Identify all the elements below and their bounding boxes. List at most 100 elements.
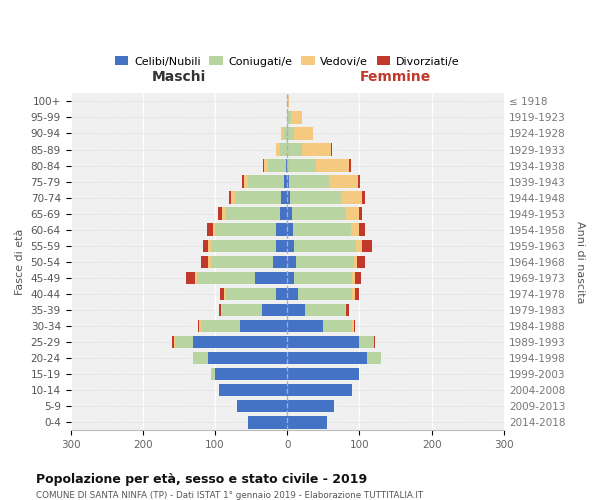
- Bar: [287, 127, 295, 140]
- Bar: [351, 224, 359, 236]
- Bar: [235, 192, 281, 204]
- Bar: [287, 288, 298, 300]
- Y-axis label: Anni di nascita: Anni di nascita: [575, 220, 585, 303]
- Bar: [277, 224, 287, 236]
- Bar: [293, 224, 351, 236]
- Bar: [199, 320, 200, 332]
- Bar: [362, 240, 373, 252]
- Text: Popolazione per età, sesso e stato civile - 2019: Popolazione per età, sesso e stato civil…: [36, 472, 367, 486]
- Bar: [353, 256, 358, 268]
- Bar: [197, 320, 199, 332]
- Bar: [287, 304, 305, 316]
- Bar: [277, 240, 287, 252]
- Bar: [346, 208, 359, 220]
- Bar: [287, 240, 295, 252]
- Bar: [287, 272, 295, 284]
- Bar: [263, 160, 264, 172]
- Bar: [349, 160, 351, 172]
- Bar: [213, 224, 215, 236]
- Bar: [222, 208, 226, 220]
- Bar: [222, 304, 262, 316]
- Bar: [207, 224, 213, 236]
- Bar: [218, 304, 221, 316]
- Bar: [346, 304, 349, 316]
- Bar: [201, 256, 208, 268]
- Bar: [345, 304, 346, 316]
- Bar: [352, 272, 355, 284]
- Bar: [208, 352, 287, 364]
- Bar: [172, 336, 174, 348]
- Bar: [248, 176, 284, 188]
- Bar: [244, 176, 248, 188]
- Bar: [292, 208, 346, 220]
- Bar: [356, 240, 362, 252]
- Bar: [287, 384, 352, 396]
- Bar: [331, 143, 332, 156]
- Bar: [359, 208, 362, 220]
- Bar: [208, 240, 211, 252]
- Bar: [295, 127, 313, 140]
- Bar: [280, 143, 287, 156]
- Y-axis label: Fasce di età: Fasce di età: [15, 228, 25, 295]
- Bar: [248, 416, 287, 428]
- Bar: [287, 224, 293, 236]
- Bar: [193, 336, 287, 348]
- Bar: [226, 288, 277, 300]
- Bar: [374, 336, 376, 348]
- Bar: [359, 224, 365, 236]
- Bar: [353, 320, 355, 332]
- Bar: [305, 304, 345, 316]
- Bar: [224, 288, 226, 300]
- Bar: [268, 160, 286, 172]
- Bar: [175, 336, 193, 348]
- Bar: [264, 160, 268, 172]
- Bar: [208, 256, 211, 268]
- Bar: [240, 320, 287, 332]
- Bar: [287, 400, 334, 412]
- Bar: [287, 143, 302, 156]
- Bar: [281, 127, 284, 140]
- Bar: [174, 336, 175, 348]
- Bar: [289, 176, 329, 188]
- Bar: [211, 256, 273, 268]
- Bar: [273, 256, 287, 268]
- Bar: [242, 176, 244, 188]
- Bar: [341, 192, 362, 204]
- Bar: [218, 384, 287, 396]
- Bar: [295, 272, 352, 284]
- Bar: [352, 288, 355, 300]
- Bar: [355, 288, 359, 300]
- Bar: [295, 240, 356, 252]
- Bar: [195, 272, 197, 284]
- Text: COMUNE DI SANTA NINFA (TP) - Dati ISTAT 1° gennaio 2019 - Elaborazione TUTTITALI: COMUNE DI SANTA NINFA (TP) - Dati ISTAT …: [36, 491, 423, 500]
- Bar: [197, 272, 255, 284]
- Bar: [286, 160, 287, 172]
- Bar: [211, 368, 215, 380]
- Bar: [355, 272, 361, 284]
- Bar: [203, 240, 208, 252]
- Bar: [231, 192, 235, 204]
- Bar: [298, 288, 352, 300]
- Bar: [218, 208, 222, 220]
- Bar: [287, 320, 323, 332]
- Bar: [290, 192, 341, 204]
- Bar: [316, 160, 349, 172]
- Bar: [362, 192, 365, 204]
- Bar: [193, 352, 208, 364]
- Bar: [358, 176, 360, 188]
- Bar: [280, 208, 287, 220]
- Bar: [287, 95, 289, 108]
- Bar: [221, 304, 222, 316]
- Legend: Celibi/Nubili, Coniugati/e, Vedovi/e, Divorziati/e: Celibi/Nubili, Coniugati/e, Vedovi/e, Di…: [110, 52, 464, 71]
- Bar: [296, 256, 353, 268]
- Text: Femmine: Femmine: [360, 70, 431, 84]
- Bar: [352, 320, 353, 332]
- Bar: [287, 160, 316, 172]
- Bar: [284, 127, 287, 140]
- Bar: [277, 143, 280, 156]
- Text: Maschi: Maschi: [152, 70, 206, 84]
- Bar: [287, 176, 289, 188]
- Bar: [329, 176, 358, 188]
- Bar: [186, 272, 195, 284]
- Bar: [215, 224, 277, 236]
